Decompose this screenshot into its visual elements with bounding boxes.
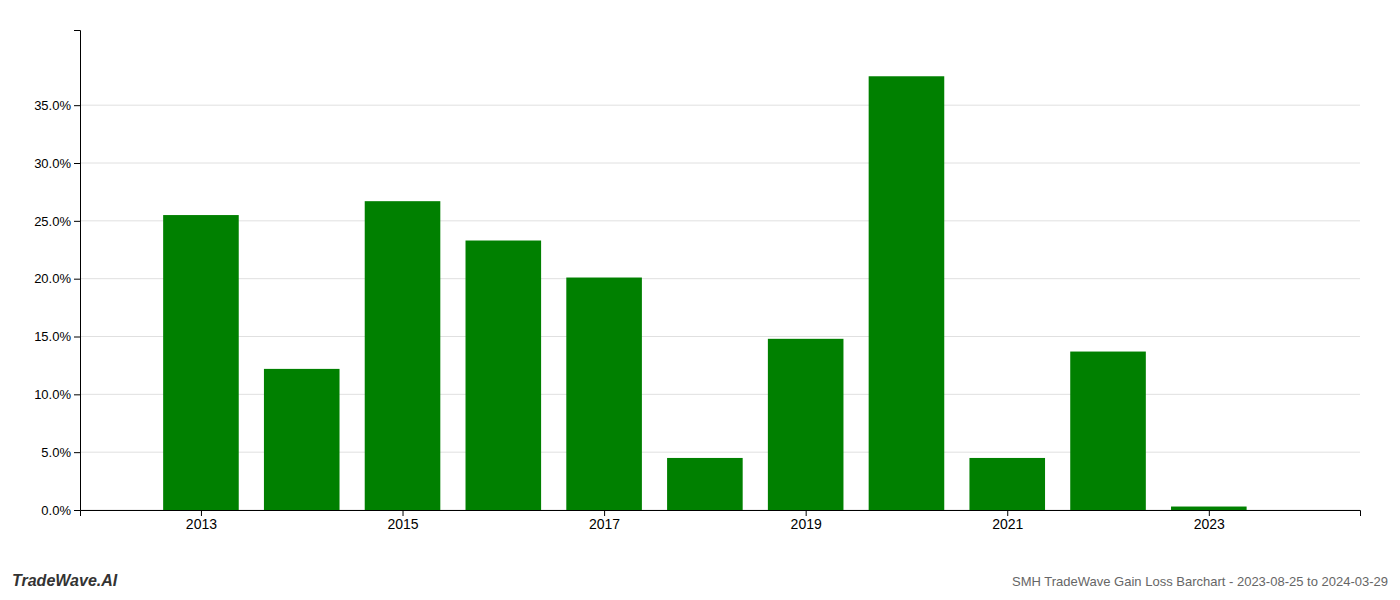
footer-right: SMH TradeWave Gain Loss Barchart - 2023-…	[1012, 574, 1388, 589]
grid-line	[80, 163, 1360, 164]
x-tick: 2019	[791, 510, 822, 532]
grid-line	[80, 220, 1360, 221]
y-tick-label: 30.0%	[34, 156, 71, 171]
y-tick: 35.0%	[34, 98, 80, 113]
bar	[163, 215, 239, 510]
x-tick: 2017	[589, 510, 620, 532]
grid-line	[80, 278, 1360, 279]
y-tick: 25.0%	[34, 214, 80, 229]
y-tick: 0.0%	[41, 503, 80, 518]
bar	[667, 458, 743, 510]
footer: TradeWave.AI SMH TradeWave Gain Loss Barc…	[12, 572, 1388, 589]
bar	[768, 339, 844, 510]
y-tick-label: 5.0%	[41, 445, 71, 460]
y-axis-line	[74, 31, 81, 511]
bar	[969, 458, 1045, 510]
y-tick-mark	[74, 105, 80, 106]
y-tick-label: 20.0%	[34, 271, 71, 286]
grid-line	[80, 105, 1360, 106]
grid	[80, 105, 1360, 510]
y-tick-label: 0.0%	[41, 503, 71, 518]
y-tick-mark	[74, 510, 80, 511]
y-tick-label: 10.0%	[34, 387, 71, 402]
bar	[869, 76, 945, 510]
y-tick-mark	[74, 221, 80, 222]
plot-area	[163, 76, 1246, 510]
x-axis: 2013 2015 2017 2019 2021 2023	[81, 510, 1361, 532]
bar	[365, 201, 441, 510]
bar	[1171, 507, 1247, 510]
footer-left: TradeWave.AI	[12, 572, 118, 589]
bar	[466, 241, 542, 510]
y-tick: 20.0%	[34, 271, 80, 286]
x-axis-line	[81, 511, 1361, 517]
y-tick-label: 25.0%	[34, 214, 71, 229]
x-tick: 2023	[1194, 510, 1225, 532]
y-tick: 10.0%	[34, 387, 80, 402]
y-axis: 0.0% 5.0% 10.0% 15.0% 20.0% 25.0% 30.0% 35.0%	[34, 31, 80, 518]
y-tick-label: 35.0%	[34, 98, 71, 113]
bar	[1070, 352, 1146, 510]
x-tick-label: 2015	[387, 516, 418, 532]
bar	[264, 369, 340, 510]
x-tick-label: 2013	[186, 516, 217, 532]
y-tick: 15.0%	[34, 329, 80, 344]
grid-line	[80, 336, 1360, 337]
chart-container: 2013 2015 2017 2019 2021 2023 0.0% 5.0% 10.0% 15.…	[0, 0, 1400, 600]
y-tick-mark	[74, 394, 80, 395]
y-tick-mark	[74, 279, 80, 280]
y-tick-label: 15.0%	[34, 329, 71, 344]
x-tick-label: 2021	[992, 516, 1023, 532]
x-tick: 2021	[992, 510, 1023, 532]
y-tick-mark	[74, 337, 80, 338]
x-tick: 2013	[186, 510, 217, 532]
y-tick-mark	[74, 452, 80, 453]
x-tick-label: 2019	[791, 516, 822, 532]
y-tick-mark	[74, 163, 80, 164]
chart-svg: 2013 2015 2017 2019 2021 2023 0.0% 5.0% 10.0% 15.…	[0, 0, 1400, 600]
y-tick: 30.0%	[34, 156, 80, 171]
bar	[566, 278, 642, 510]
x-tick: 2015	[387, 510, 418, 532]
y-tick: 5.0%	[41, 445, 80, 460]
x-tick-label: 2017	[589, 516, 620, 532]
x-tick-label: 2023	[1194, 516, 1225, 532]
